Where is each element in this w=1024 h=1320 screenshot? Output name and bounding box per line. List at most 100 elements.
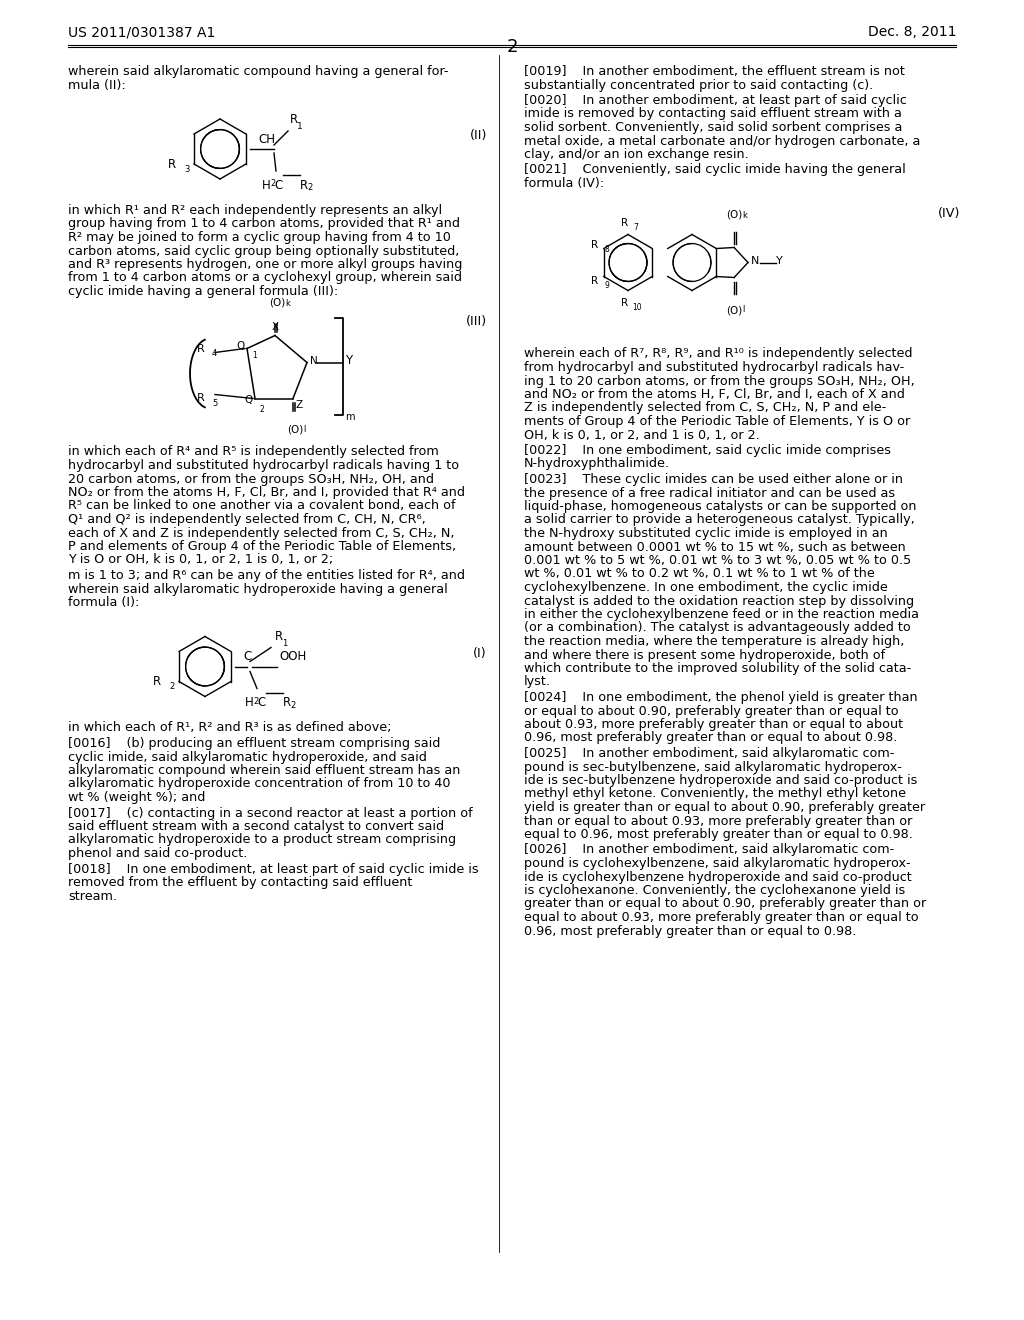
Text: N: N — [751, 256, 760, 265]
Text: 1: 1 — [282, 639, 288, 648]
Text: OOH: OOH — [279, 651, 306, 664]
Text: formula (IV):: formula (IV): — [524, 177, 604, 190]
Text: [0021]    Conveniently, said cyclic imide having the general: [0021] Conveniently, said cyclic imide h… — [524, 164, 906, 177]
Text: [0026]    In another embodiment, said alkylaromatic com-: [0026] In another embodiment, said alkyl… — [524, 843, 894, 857]
Text: R: R — [198, 393, 205, 403]
Text: 20 carbon atoms, or from the groups SO₃H, NH₂, OH, and: 20 carbon atoms, or from the groups SO₃H… — [68, 473, 434, 486]
Text: wherein said alkylaromatic hydroperoxide having a general: wherein said alkylaromatic hydroperoxide… — [68, 582, 447, 595]
Text: R: R — [300, 180, 308, 191]
Text: R⁵ can be linked to one another via a covalent bond, each of: R⁵ can be linked to one another via a co… — [68, 499, 456, 512]
Text: group having from 1 to 4 carbon atoms, provided that R¹ and: group having from 1 to 4 carbon atoms, p… — [68, 218, 460, 231]
Text: US 2011/0301387 A1: US 2011/0301387 A1 — [68, 25, 215, 40]
Text: wherein each of R⁷, R⁸, R⁹, and R¹⁰ is independently selected: wherein each of R⁷, R⁸, R⁹, and R¹⁰ is i… — [524, 347, 912, 360]
Text: solid sorbent. Conveniently, said solid sorbent comprises a: solid sorbent. Conveniently, said solid … — [524, 121, 902, 135]
Text: ing 1 to 20 carbon atoms, or from the groups SO₃H, NH₂, OH,: ing 1 to 20 carbon atoms, or from the gr… — [524, 375, 914, 388]
Text: the presence of a free radical initiator and can be used as: the presence of a free radical initiator… — [524, 487, 895, 499]
Text: [0022]    In one embodiment, said cyclic imide comprises: [0022] In one embodiment, said cyclic im… — [524, 444, 891, 457]
Text: the N-hydroxy substituted cyclic imide is employed in an: the N-hydroxy substituted cyclic imide i… — [524, 527, 888, 540]
Text: [0025]    In another embodiment, said alkylaromatic com-: [0025] In another embodiment, said alkyl… — [524, 747, 894, 760]
Text: ments of Group 4 of the Periodic Table of Elements, Y is O or: ments of Group 4 of the Periodic Table o… — [524, 414, 910, 428]
Text: 0.001 wt % to 5 wt %, 0.01 wt % to 3 wt %, 0.05 wt % to 0.5: 0.001 wt % to 5 wt %, 0.01 wt % to 3 wt … — [524, 554, 911, 568]
Text: C: C — [257, 697, 265, 710]
Text: (O): (O) — [726, 210, 742, 219]
Text: Y: Y — [776, 256, 782, 265]
Text: Q¹ and Q² is independently selected from C, CH, N, CR⁶,: Q¹ and Q² is independently selected from… — [68, 513, 426, 525]
Text: alkylaromatic hydroperoxide to a product stream comprising: alkylaromatic hydroperoxide to a product… — [68, 833, 456, 846]
Text: R: R — [622, 298, 629, 309]
Text: substantially concentrated prior to said contacting (c).: substantially concentrated prior to said… — [524, 78, 873, 91]
Text: R² may be joined to form a cyclic group having from 4 to 10: R² may be joined to form a cyclic group … — [68, 231, 451, 244]
Text: 4: 4 — [212, 350, 217, 359]
Text: (O): (O) — [269, 297, 286, 308]
Text: (or a combination). The catalyst is advantageously added to: (or a combination). The catalyst is adva… — [524, 622, 910, 635]
Text: k: k — [285, 298, 290, 308]
Text: in which R¹ and R² each independently represents an alkyl: in which R¹ and R² each independently re… — [68, 205, 442, 216]
Text: clay, and/or an ion exchange resin.: clay, and/or an ion exchange resin. — [524, 148, 749, 161]
Text: OH, k is 0, 1, or 2, and 1 is 0, 1, or 2.: OH, k is 0, 1, or 2, and 1 is 0, 1, or 2… — [524, 429, 760, 441]
Text: amount between 0.0001 wt % to 15 wt %, such as between: amount between 0.0001 wt % to 15 wt %, s… — [524, 540, 906, 553]
Text: and where there is present some hydroperoxide, both of: and where there is present some hydroper… — [524, 648, 885, 661]
Text: 2: 2 — [506, 38, 518, 55]
Text: 0.96, most preferably greater than or equal to about 0.98.: 0.96, most preferably greater than or eq… — [524, 731, 897, 744]
Text: X: X — [271, 322, 279, 331]
Text: cyclic imide, said alkylaromatic hydroperoxide, and said: cyclic imide, said alkylaromatic hydrope… — [68, 751, 427, 763]
Text: NO₂ or from the atoms H, F, Cl, Br, and I, provided that R⁴ and: NO₂ or from the atoms H, F, Cl, Br, and … — [68, 486, 465, 499]
Text: C: C — [243, 651, 251, 664]
Text: [0017]    (c) contacting in a second reactor at least a portion of: [0017] (c) contacting in a second reacto… — [68, 807, 473, 820]
Text: 10: 10 — [632, 302, 642, 312]
Text: [0020]    In another embodiment, at least part of said cyclic: [0020] In another embodiment, at least p… — [524, 94, 906, 107]
Text: 5: 5 — [212, 399, 217, 408]
Text: 2: 2 — [307, 183, 312, 191]
Text: phenol and said co-product.: phenol and said co-product. — [68, 847, 248, 861]
Text: Q: Q — [245, 396, 253, 405]
Text: lyst.: lyst. — [524, 676, 551, 689]
Text: 9: 9 — [605, 281, 609, 290]
Text: ide is cyclohexylbenzene hydroperoxide and said co-product: ide is cyclohexylbenzene hydroperoxide a… — [524, 870, 911, 883]
Text: 2: 2 — [253, 697, 258, 705]
Text: Dec. 8, 2011: Dec. 8, 2011 — [867, 25, 956, 40]
Text: in either the cyclohexylbenzene feed or in the reaction media: in either the cyclohexylbenzene feed or … — [524, 609, 919, 620]
Text: stream.: stream. — [68, 890, 117, 903]
Text: wt %, 0.01 wt % to 0.2 wt %, 0.1 wt % to 1 wt % of the: wt %, 0.01 wt % to 0.2 wt %, 0.1 wt % to… — [524, 568, 874, 581]
Text: in which each of R⁴ and R⁵ is independently selected from: in which each of R⁴ and R⁵ is independen… — [68, 446, 438, 458]
Text: is cyclohexanone. Conveniently, the cyclohexanone yield is: is cyclohexanone. Conveniently, the cycl… — [524, 884, 905, 898]
Text: 2: 2 — [169, 682, 174, 690]
Text: cyclic imide having a general formula (III):: cyclic imide having a general formula (I… — [68, 285, 338, 298]
Text: N: N — [310, 355, 317, 366]
Text: R: R — [168, 157, 176, 170]
Text: methyl ethyl ketone. Conveniently, the methyl ethyl ketone: methyl ethyl ketone. Conveniently, the m… — [524, 788, 906, 800]
Text: (II): (II) — [470, 129, 487, 143]
Text: from hydrocarbyl and substituted hydrocarbyl radicals hav-: from hydrocarbyl and substituted hydroca… — [524, 360, 904, 374]
Text: R: R — [591, 276, 598, 285]
Text: 0.96, most preferably greater than or equal to 0.98.: 0.96, most preferably greater than or eq… — [524, 924, 856, 937]
Text: than or equal to about 0.93, more preferably greater than or: than or equal to about 0.93, more prefer… — [524, 814, 912, 828]
Text: H: H — [262, 180, 270, 191]
Text: 1: 1 — [252, 351, 257, 359]
Text: 1: 1 — [297, 121, 303, 131]
Text: pound is cyclohexylbenzene, said alkylaromatic hydroperox-: pound is cyclohexylbenzene, said alkylar… — [524, 857, 910, 870]
Text: H: H — [245, 697, 254, 710]
Text: [0016]    (b) producing an effluent stream comprising said: [0016] (b) producing an effluent stream … — [68, 737, 440, 750]
Text: CH: CH — [258, 133, 275, 147]
Text: l: l — [742, 305, 744, 314]
Text: Y is O or OH, k is 0, 1, or 2, 1 is 0, 1, or 2;: Y is O or OH, k is 0, 1, or 2, 1 is 0, 1… — [68, 553, 333, 566]
Text: wherein said alkylaromatic compound having a general for-: wherein said alkylaromatic compound havi… — [68, 65, 449, 78]
Text: Q: Q — [237, 342, 245, 351]
Text: formula (I):: formula (I): — [68, 597, 139, 609]
Text: Z: Z — [295, 400, 302, 411]
Text: R: R — [290, 114, 298, 125]
Text: alkylaromatic hydroperoxide concentration of from 10 to 40: alkylaromatic hydroperoxide concentratio… — [68, 777, 451, 791]
Text: P and elements of Group 4 of the Periodic Table of Elements,: P and elements of Group 4 of the Periodi… — [68, 540, 456, 553]
Text: and R³ represents hydrogen, one or more alkyl groups having: and R³ represents hydrogen, one or more … — [68, 257, 463, 271]
Text: Z is independently selected from C, S, CH₂, N, P and ele-: Z is independently selected from C, S, C… — [524, 401, 886, 414]
Text: yield is greater than or equal to about 0.90, preferably greater: yield is greater than or equal to about … — [524, 801, 925, 814]
Text: [0018]    In one embodiment, at least part of said cyclic imide is: [0018] In one embodiment, at least part … — [68, 862, 478, 875]
Text: (O): (O) — [726, 305, 742, 315]
Text: 8: 8 — [605, 246, 609, 253]
Text: liquid-phase, homogeneous catalysts or can be supported on: liquid-phase, homogeneous catalysts or c… — [524, 500, 916, 513]
Text: Y: Y — [345, 354, 352, 367]
Text: R: R — [283, 697, 291, 710]
Text: catalyst is added to the oxidation reaction step by dissolving: catalyst is added to the oxidation react… — [524, 594, 914, 607]
Text: (I): (I) — [473, 647, 487, 660]
Text: greater than or equal to about 0.90, preferably greater than or: greater than or equal to about 0.90, pre… — [524, 898, 927, 911]
